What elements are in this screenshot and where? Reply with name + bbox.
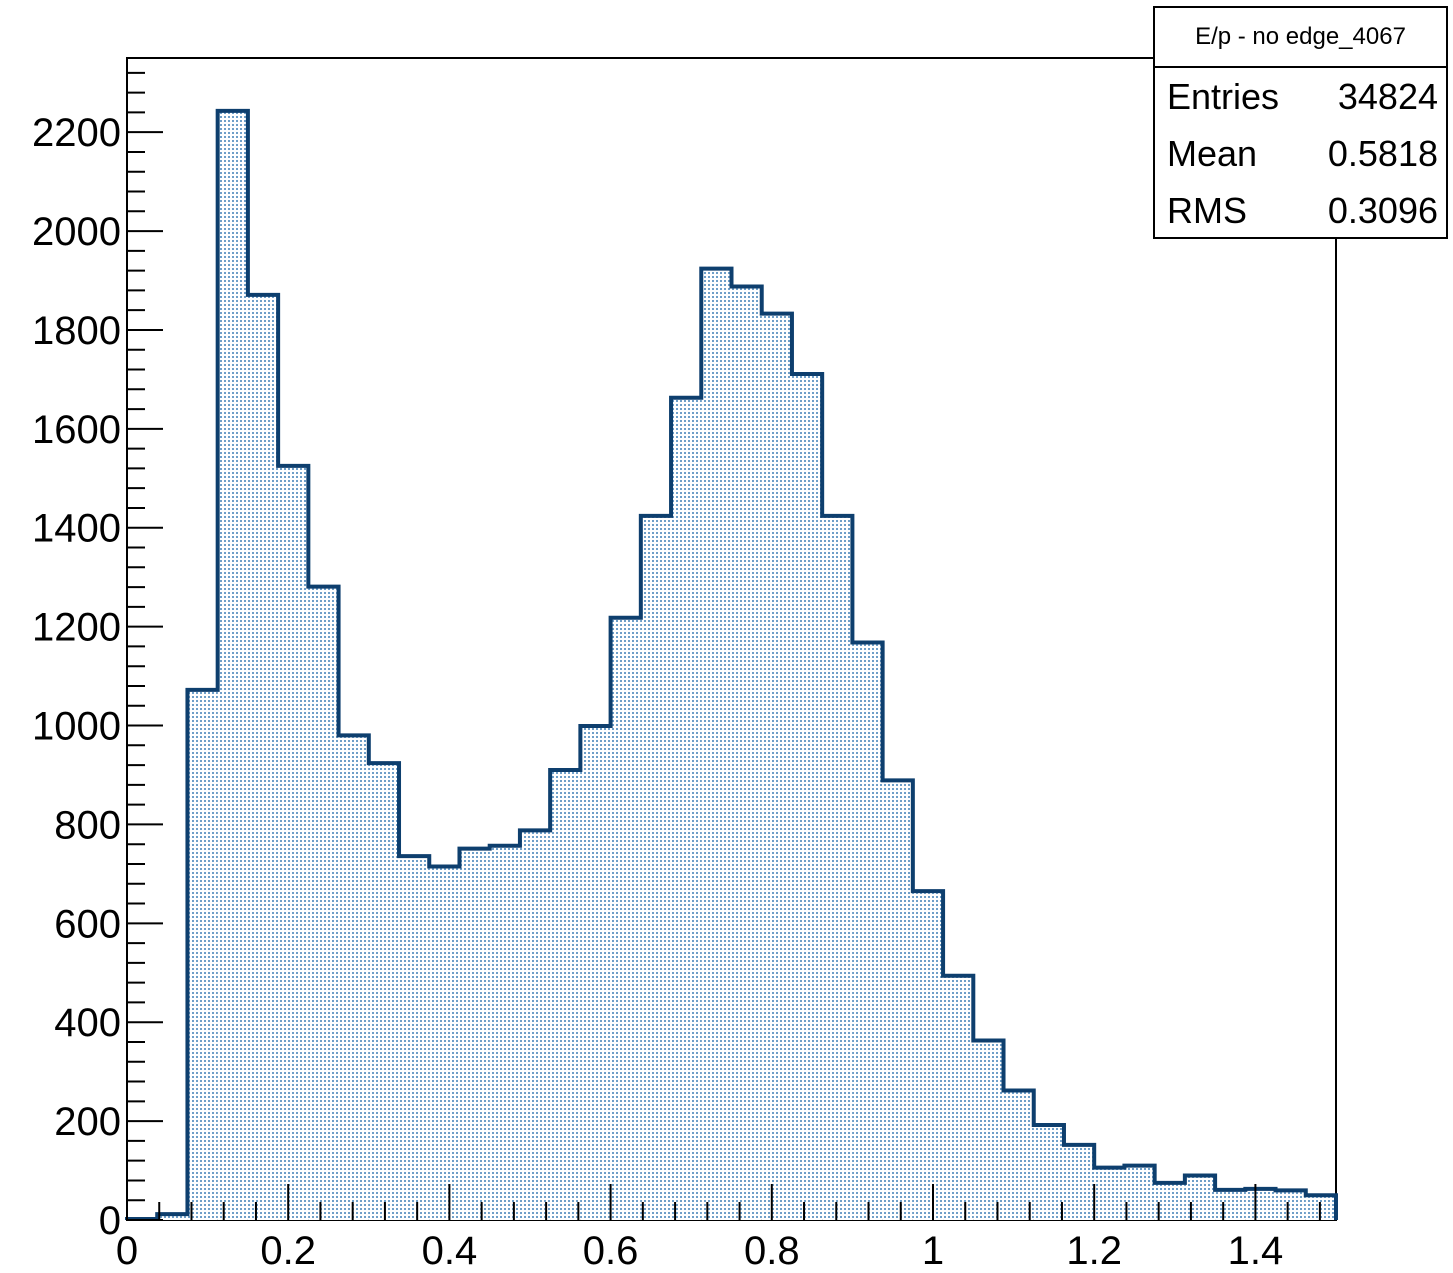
histogram-bar	[973, 1040, 1004, 1220]
histogram-bar	[1305, 1195, 1336, 1220]
x-tick-label: 0.6	[583, 1229, 639, 1273]
histogram-bar	[1154, 1182, 1185, 1220]
histogram-bar	[912, 891, 944, 1220]
stats-value: 0.5818	[1327, 132, 1438, 174]
histogram-bar	[1245, 1188, 1276, 1220]
histogram-bar	[1184, 1175, 1216, 1220]
x-tick-label: 1.2	[1066, 1229, 1122, 1273]
histogram-bar	[247, 294, 279, 1220]
histogram-bar	[217, 110, 248, 1221]
histogram-bar	[278, 465, 309, 1220]
y-tick-label: 400	[54, 1001, 121, 1045]
histogram-bar	[1094, 1167, 1125, 1220]
histogram-bar	[943, 975, 974, 1220]
x-tick-label: 1	[922, 1229, 944, 1273]
histogram-bar	[1033, 1125, 1064, 1220]
histogram-bar	[822, 515, 853, 1220]
stats-label: RMS	[1167, 189, 1247, 231]
histogram-bar	[489, 845, 520, 1220]
y-tick-label: 1200	[32, 606, 121, 650]
y-tick-label: 200	[54, 1100, 121, 1144]
histogram-bar	[671, 397, 702, 1220]
y-tick-label: 1400	[32, 507, 121, 551]
histogram-bar	[1063, 1144, 1095, 1220]
histogram-bar	[187, 689, 218, 1220]
stats-label: Entries	[1167, 75, 1280, 117]
histogram-bar	[731, 286, 762, 1221]
stats-label: Mean	[1167, 132, 1258, 174]
y-tick-label: 2000	[32, 210, 121, 254]
histogram-bar	[701, 268, 732, 1220]
y-tick-label: 1000	[32, 705, 121, 749]
x-tick-label: 0.8	[744, 1229, 800, 1273]
x-tick-label: 0.2	[260, 1229, 316, 1273]
stats-title: E/p - no edge_4067	[1155, 8, 1446, 68]
histogram-bar	[791, 373, 823, 1221]
x-tick-label: 1.4	[1228, 1229, 1284, 1273]
histogram-bar	[550, 770, 581, 1220]
histogram-bar	[852, 642, 883, 1220]
histogram-outline	[125, 108, 1338, 1222]
histogram-bar	[761, 313, 792, 1220]
histogram-bar	[1275, 1190, 1306, 1220]
stats-row-mean: Mean 0.5818	[1155, 125, 1446, 182]
histogram-bar	[429, 866, 460, 1220]
stats-row-entries: Entries 34824	[1155, 68, 1446, 125]
histogram-bar	[459, 848, 490, 1220]
histogram-bar	[580, 726, 611, 1220]
stats-box: E/p - no edge_4067 Entries 34824 Mean 0.…	[1153, 6, 1448, 239]
x-tick-label: 0	[116, 1229, 138, 1273]
y-tick-label: 600	[54, 902, 121, 946]
histogram-bar	[640, 515, 672, 1220]
y-tick-label: 1800	[32, 309, 121, 353]
histogram-bar	[1215, 1189, 1246, 1220]
stats-row-rms: RMS 0.3096	[1155, 182, 1446, 239]
histogram-bar	[368, 763, 400, 1220]
y-tick-label: 1600	[32, 408, 121, 452]
histogram-bar	[1124, 1165, 1155, 1220]
histogram-bar	[308, 586, 339, 1220]
histogram-bar	[610, 617, 641, 1220]
x-tick-label: 0.4	[422, 1229, 478, 1273]
histogram-bar	[882, 780, 913, 1220]
stats-value: 0.3096	[1327, 189, 1438, 231]
histogram-bar	[338, 735, 369, 1220]
histogram-bar	[399, 856, 430, 1220]
stats-value: 34824	[1337, 75, 1438, 117]
y-tick-label: 800	[54, 803, 121, 847]
histogram-bar	[1003, 1090, 1034, 1220]
histogram-bar	[157, 1214, 188, 1220]
y-tick-label: 2200	[32, 111, 121, 155]
y-tick-label: 0	[99, 1199, 121, 1243]
histogram-bar	[519, 830, 551, 1220]
